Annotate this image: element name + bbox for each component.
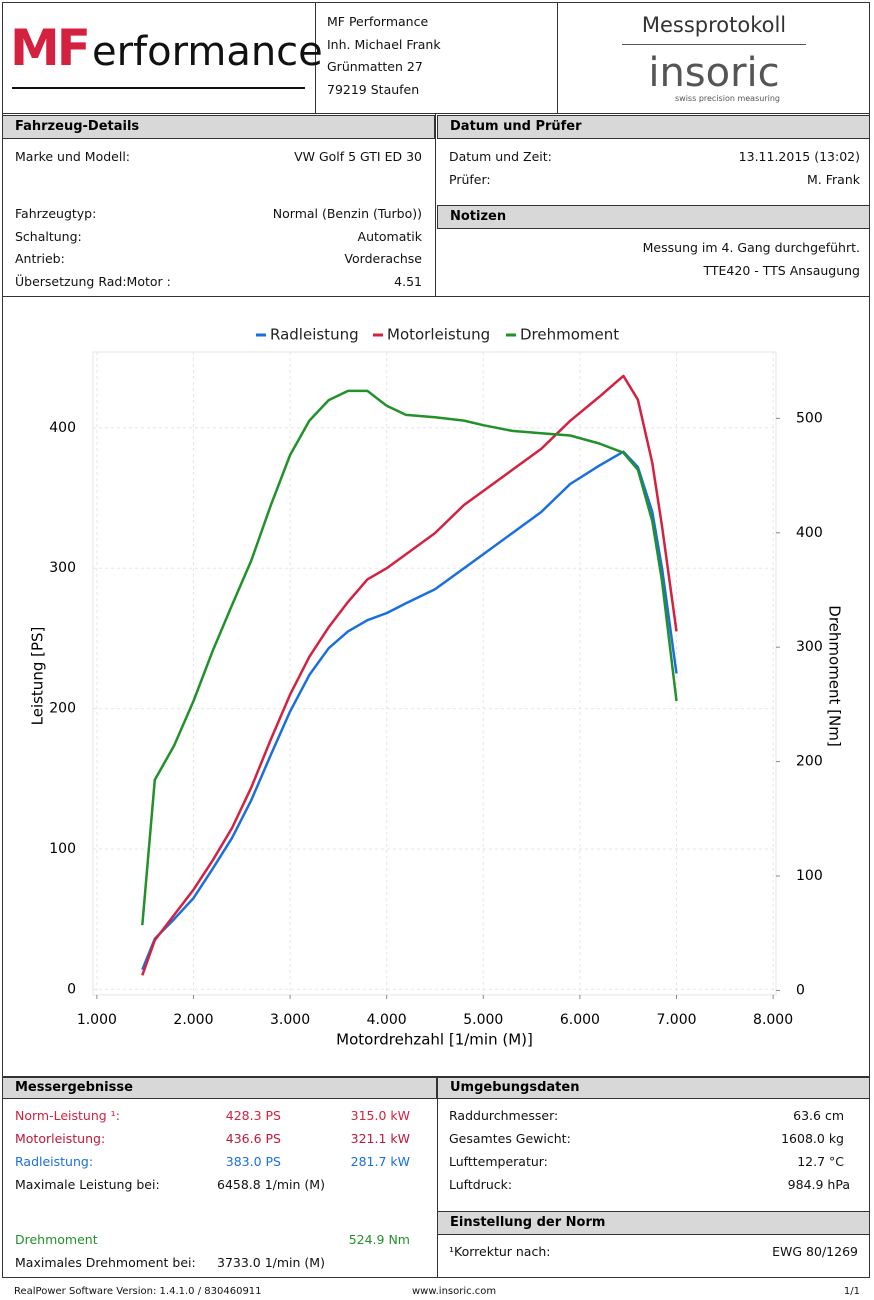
value: Vorderachse bbox=[344, 251, 422, 266]
y-tick-label: 100 bbox=[49, 841, 76, 857]
brand: insoric bbox=[648, 50, 780, 96]
value: 524.9 Nm bbox=[348, 1232, 410, 1247]
label: ¹Korrektur nach: bbox=[449, 1244, 551, 1259]
label: Übersetzung Rad:Motor : bbox=[15, 274, 171, 289]
y2-tick-label: 300 bbox=[796, 639, 823, 655]
y2-tick-label: 100 bbox=[796, 868, 823, 884]
address-line: MF Performance bbox=[327, 14, 429, 29]
label: Radleistung: bbox=[15, 1154, 94, 1169]
results-right bbox=[437, 1076, 870, 1278]
value: 383.0 PS bbox=[225, 1154, 281, 1169]
y2-axis-label: Drehmoment [Nm] bbox=[826, 605, 844, 746]
logo-line bbox=[12, 87, 305, 89]
footer-right: 1/1 bbox=[843, 1286, 860, 1297]
label: Drehmoment bbox=[15, 1232, 98, 1247]
y2-tick-label: 200 bbox=[796, 754, 823, 770]
note: TTE420 - TTS Ansaugung bbox=[703, 263, 860, 278]
value: 1608.0 kg bbox=[781, 1131, 844, 1146]
value: 13.11.2015 (13:02) bbox=[738, 149, 860, 164]
series-line bbox=[141, 450, 678, 971]
label: Marke und Modell: bbox=[15, 149, 131, 164]
label: Maximale Leistung bei: bbox=[15, 1177, 160, 1192]
section-header: Messergebnisse bbox=[2, 1077, 437, 1099]
doc-title: Messprotokoll bbox=[641, 13, 787, 37]
footer-center: www.insoric.com bbox=[412, 1286, 497, 1297]
value: 4.51 bbox=[394, 274, 422, 289]
y2-tick-label: 0 bbox=[796, 982, 805, 998]
label: Luftdruck: bbox=[449, 1177, 513, 1192]
value: EWG 80/1269 bbox=[772, 1244, 858, 1259]
plot-area bbox=[92, 351, 777, 996]
value: VW Golf 5 GTI ED 30 bbox=[294, 149, 422, 164]
y2-tick-label: 500 bbox=[796, 410, 823, 426]
y-tick-label: 200 bbox=[49, 701, 76, 717]
legend-label: Radleistung bbox=[270, 326, 359, 344]
value: M. Frank bbox=[807, 172, 860, 187]
x-tick-label: 7.000 bbox=[656, 1012, 696, 1028]
x-tick-label: 8.000 bbox=[753, 1012, 793, 1028]
value: 984.9 hPa bbox=[787, 1177, 850, 1192]
note: Messung im 4. Gang durchgeführt. bbox=[642, 240, 860, 255]
chart: 1.000 2.000 3.000 4.000 5.000 6.000 7.000 8.000… bbox=[29, 326, 844, 1049]
label: Raddurchmesser: bbox=[449, 1108, 559, 1123]
y-tick-label: 0 bbox=[67, 981, 76, 997]
value: 281.7 kW bbox=[350, 1154, 410, 1169]
label: Antrieb: bbox=[15, 251, 65, 266]
value: 315.0 kW bbox=[350, 1108, 410, 1123]
value: 63.6 cm bbox=[793, 1108, 844, 1123]
legend-label: Drehmoment bbox=[520, 326, 619, 344]
label: Prüfer: bbox=[449, 172, 491, 187]
label: Motorleistung: bbox=[15, 1131, 106, 1146]
x-tick-label: 2.000 bbox=[173, 1012, 213, 1028]
address-line: Grünmatten 27 bbox=[327, 59, 423, 74]
tagline: swiss precision measuring bbox=[675, 94, 780, 103]
x-tick-label: 1.000 bbox=[77, 1012, 117, 1028]
value: 321.1 kW bbox=[350, 1131, 410, 1146]
x-tick-label: 3.000 bbox=[270, 1012, 310, 1028]
address-line: 79219 Staufen bbox=[327, 82, 420, 97]
logo-red: MF bbox=[10, 19, 91, 77]
value: 6458.8 1/min (M) bbox=[217, 1177, 325, 1192]
x-axis-label: Motordrehzahl [1/min (M)] bbox=[336, 1031, 533, 1049]
section-header: Datum und Prüfer bbox=[437, 115, 870, 139]
footer-left: RealPower Software Version: 1.4.1.0 / 83… bbox=[14, 1286, 262, 1297]
section-header: Notizen bbox=[437, 205, 870, 229]
address-line: Inh. Michael Frank bbox=[327, 37, 441, 52]
label: Fahrzeugtyp: bbox=[15, 206, 97, 221]
section-header: Fahrzeug-Details bbox=[2, 115, 435, 139]
x-tick-label: 6.000 bbox=[560, 1012, 600, 1028]
y2-tick-label: 400 bbox=[796, 525, 823, 541]
value: 428.3 PS bbox=[225, 1108, 281, 1123]
series-line bbox=[141, 374, 678, 976]
label: Lufttemperatur: bbox=[449, 1154, 548, 1169]
value: 3733.0 1/min (M) bbox=[217, 1255, 325, 1270]
value: Automatik bbox=[357, 229, 422, 244]
value: 12.7 °C bbox=[797, 1154, 844, 1169]
title-line bbox=[622, 44, 806, 45]
series-line bbox=[141, 389, 678, 926]
label: Datum und Zeit: bbox=[449, 149, 552, 164]
label: Schaltung: bbox=[15, 229, 82, 244]
y-tick-label: 400 bbox=[49, 420, 76, 436]
label: Gesamtes Gewicht: bbox=[449, 1131, 571, 1146]
x-tick-label: 5.000 bbox=[463, 1012, 503, 1028]
y-axis-label: Leistung [PS] bbox=[29, 627, 47, 726]
label: Norm-Leistung ¹: bbox=[15, 1108, 120, 1123]
y-tick-label: 300 bbox=[49, 560, 76, 576]
value: 436.6 PS bbox=[225, 1131, 281, 1146]
legend-label: Motorleistung bbox=[387, 326, 490, 344]
value: Normal (Benzin (Turbo)) bbox=[272, 206, 422, 221]
label: Maximales Drehmoment bei: bbox=[15, 1255, 196, 1270]
section-header: Einstellung der Norm bbox=[437, 1211, 870, 1235]
section-header: Umgebungsdaten bbox=[437, 1077, 870, 1099]
logo-black: erformance bbox=[92, 29, 323, 75]
x-tick-label: 4.000 bbox=[367, 1012, 407, 1028]
